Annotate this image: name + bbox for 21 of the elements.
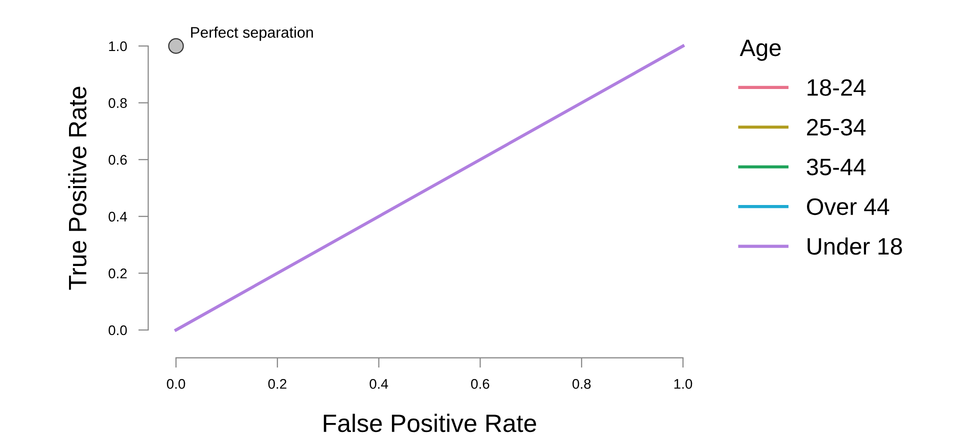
annotation: Perfect separation	[191, 26, 313, 41]
y-tick-label: 1.0	[109, 41, 127, 52]
legend-label: 25-34	[807, 118, 866, 136]
x-tick-label: 0.8	[572, 378, 591, 389]
x-tick-label: 1.0	[674, 378, 692, 389]
legend-label: 35-44	[806, 158, 866, 176]
x-tick-label: 0.2	[268, 378, 286, 389]
y-tick-label: 0.4	[108, 212, 127, 222]
y-tick-label: 0.8	[108, 98, 127, 108]
legend-label: Under 18	[808, 237, 902, 255]
legend-title: Age	[740, 40, 781, 61]
legend-label: Over 44	[806, 198, 890, 216]
x-tick-label: 0.4	[370, 378, 388, 389]
x-tick-label: 0.6	[471, 378, 490, 389]
x-axis-title: False Positive Rate	[324, 414, 536, 432]
y-axis-title: True Positive Rate	[68, 86, 86, 290]
y-tick-label: 0.2	[108, 268, 127, 278]
x-tick-label: 0.0	[166, 378, 186, 389]
legend-label: 18-24	[808, 79, 866, 96]
y-tick-label: 0.6	[108, 154, 127, 165]
y-tick-label: 0.0	[108, 325, 127, 336]
